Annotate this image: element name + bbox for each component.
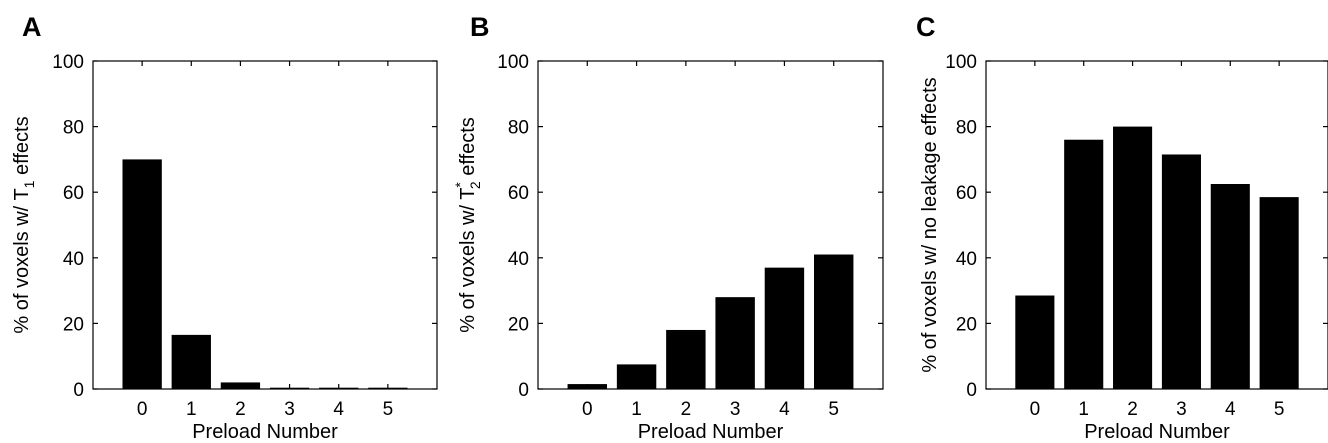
panel-b: B 0 20 40 60 80 100 0 1 2 3 4 5 Preload Number % of vo… bbox=[452, 12, 884, 443]
bar-4 bbox=[1210, 184, 1250, 389]
panel-letter: C bbox=[916, 12, 936, 42]
bar-5 bbox=[814, 254, 854, 389]
x-tick-label: 2 bbox=[235, 399, 246, 420]
x-tick-label: 0 bbox=[582, 399, 593, 420]
y-axis-label-part: effects bbox=[457, 117, 479, 181]
y-tick-label: 20 bbox=[956, 314, 977, 335]
y-tick-label: 60 bbox=[63, 183, 84, 204]
panel-c: C 0 20 40 60 80 100 0 1 2 3 4 5 Preload Number % of vo… bbox=[916, 12, 1328, 443]
y-axis-label-part: effects bbox=[11, 116, 33, 180]
y-axis-label-part: 2 bbox=[467, 181, 483, 189]
bar-4 bbox=[764, 267, 805, 389]
x-tick-label: 5 bbox=[828, 399, 839, 420]
x-tick-label: 5 bbox=[1274, 399, 1285, 420]
x-tick-label: 1 bbox=[1078, 399, 1089, 420]
y-tick-label: 80 bbox=[63, 118, 84, 139]
bar-5 bbox=[1259, 197, 1299, 389]
x-axis-label: Preload Number bbox=[638, 421, 784, 443]
panel-letter: A bbox=[22, 12, 42, 42]
y-tick-label: 100 bbox=[52, 52, 84, 73]
y-tick-label: 40 bbox=[508, 249, 529, 270]
y-tick-label: 100 bbox=[497, 52, 529, 73]
plot-frame bbox=[537, 60, 884, 390]
x-tick-label: 0 bbox=[137, 399, 148, 420]
y-axis-label-part: % of voxels w/ T bbox=[11, 188, 33, 333]
bar-0 bbox=[1015, 295, 1055, 389]
y-tick-label: 60 bbox=[956, 183, 977, 204]
x-tick-label: 3 bbox=[730, 399, 741, 420]
y-axis-label-part: % of voxels w/ no leakage effects bbox=[919, 77, 941, 372]
panel-a: A 0 20 40 60 80 100 0 1 2 3 4 5 Preload Number % of vo… bbox=[11, 12, 438, 443]
x-tick-label: 0 bbox=[1030, 399, 1041, 420]
x-tick-label: 1 bbox=[186, 399, 197, 420]
y-tick-label: 60 bbox=[508, 183, 529, 204]
y-axis-label: % of voxels w/ T1 effects bbox=[11, 116, 37, 333]
y-tick-label: 40 bbox=[956, 249, 977, 270]
plot-frame bbox=[92, 60, 438, 390]
bar-2 bbox=[1113, 126, 1153, 389]
bar-0 bbox=[122, 159, 162, 389]
plot-frame bbox=[985, 60, 1328, 390]
bar-3 bbox=[715, 297, 755, 389]
x-axis-label: Preload Number bbox=[1084, 421, 1230, 443]
y-tick-label: 20 bbox=[508, 314, 529, 335]
bar-1 bbox=[1064, 139, 1104, 389]
y-tick-label: 0 bbox=[518, 380, 529, 401]
y-axis-label-part: * bbox=[452, 182, 468, 188]
bar-2 bbox=[666, 329, 706, 389]
x-tick-label: 1 bbox=[631, 399, 642, 420]
y-tick-label: 40 bbox=[63, 249, 84, 270]
bar-3 bbox=[1161, 154, 1201, 389]
x-tick-label: 4 bbox=[779, 399, 790, 420]
y-tick-label: 80 bbox=[508, 118, 529, 139]
y-tick-label: 100 bbox=[945, 52, 977, 73]
y-axis-label: % of voxels w/ T*2 effects bbox=[452, 117, 483, 333]
x-tick-label: 3 bbox=[284, 399, 295, 420]
panel-letter: B bbox=[470, 12, 490, 42]
y-axis-label: % of voxels w/ no leakage effects bbox=[919, 77, 941, 372]
bar-1 bbox=[171, 334, 211, 389]
y-tick-label: 20 bbox=[63, 314, 84, 335]
y-axis-label-part: % of voxels w/ T bbox=[457, 188, 479, 333]
y-tick-label: 0 bbox=[73, 380, 84, 401]
x-tick-label: 2 bbox=[1127, 399, 1138, 420]
y-tick-label: 0 bbox=[966, 380, 977, 401]
x-tick-label: 4 bbox=[1225, 399, 1236, 420]
x-tick-label: 3 bbox=[1176, 399, 1187, 420]
y-tick-label: 80 bbox=[956, 118, 977, 139]
x-tick-label: 5 bbox=[383, 399, 394, 420]
x-axis-label: Preload Number bbox=[192, 421, 338, 443]
x-tick-label: 2 bbox=[681, 399, 692, 420]
x-tick-label: 4 bbox=[333, 399, 344, 420]
y-axis-label-part: 1 bbox=[21, 180, 37, 188]
